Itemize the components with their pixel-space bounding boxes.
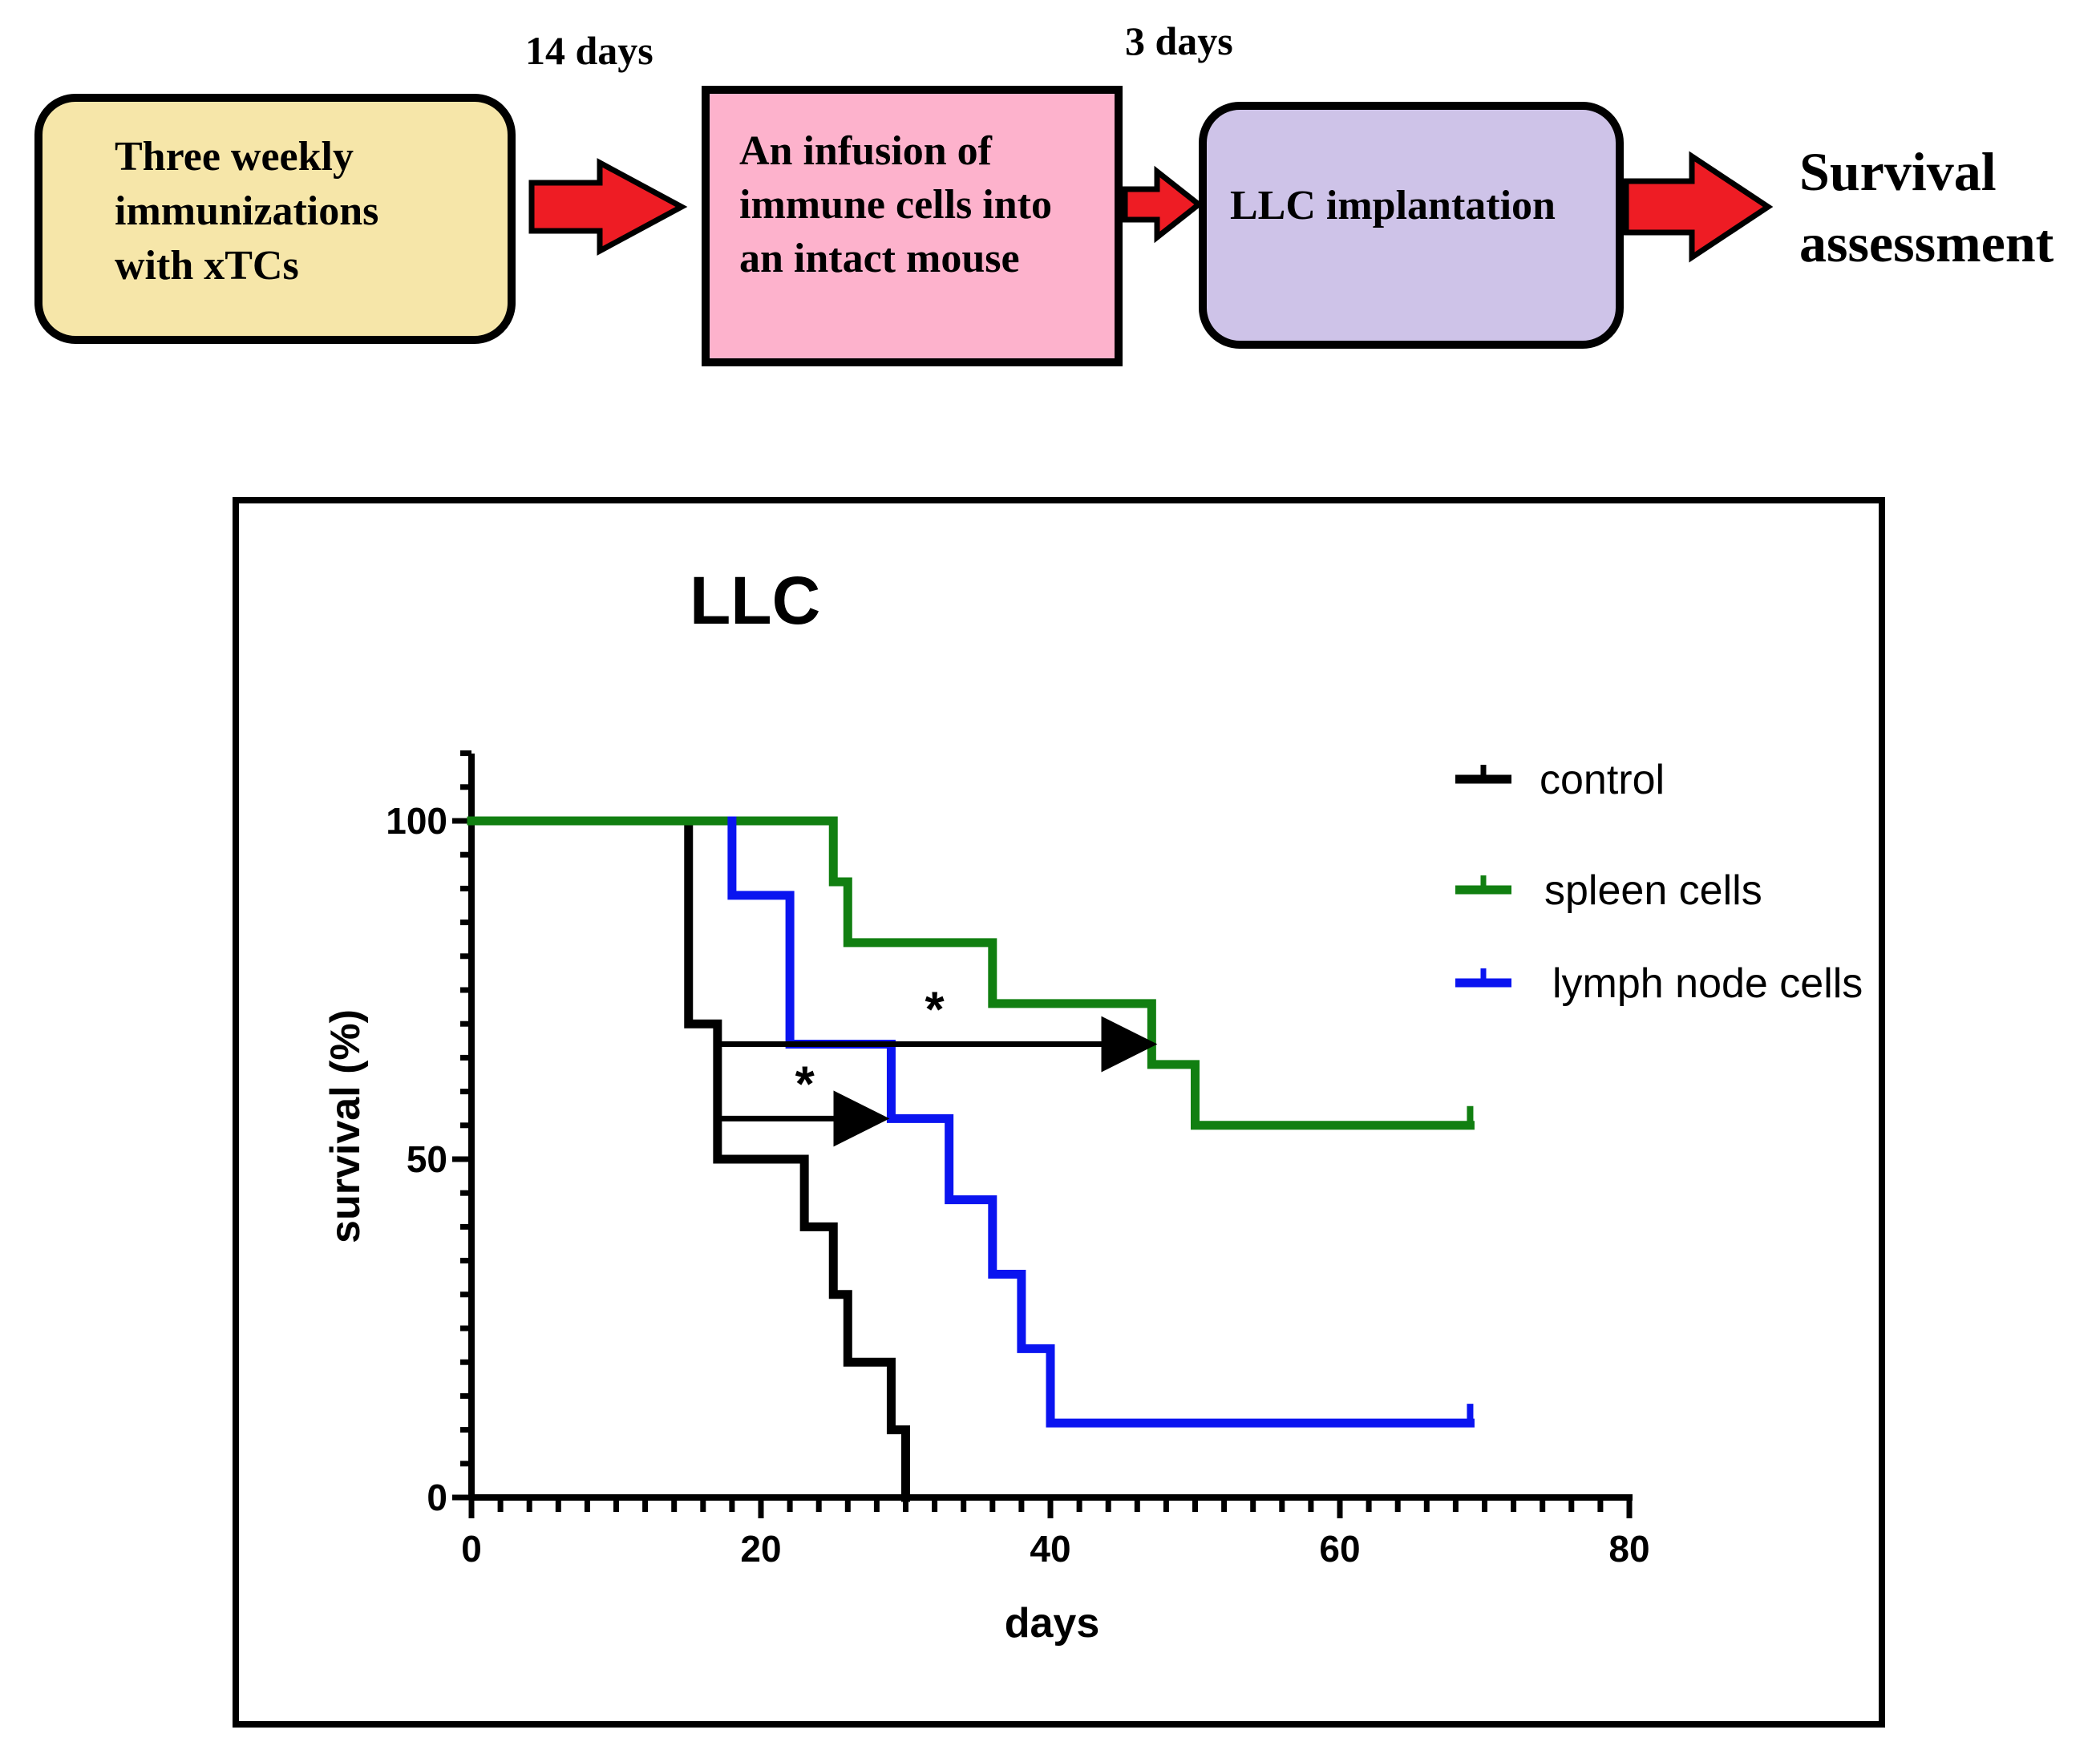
survival-curves (467, 816, 1475, 1502)
curve-lymph-node-cells (727, 816, 1475, 1428)
flow-step-infusion-line-1: An infusion of (739, 128, 993, 174)
flow-step-immunization-box (34, 94, 516, 344)
chart-title: LLC (690, 563, 820, 638)
y-tick-label: 50 (407, 1138, 447, 1180)
flow-arrow-3 (1623, 151, 1774, 263)
significance-annotations: ** (717, 983, 1158, 1147)
x-tick-label: 60 (1319, 1528, 1360, 1570)
curve-control (467, 816, 910, 1502)
flow-step-infusion-box (702, 86, 1123, 366)
flow-step-immunization-line-3: with xTCs (115, 243, 299, 289)
x-tick-label: 40 (1030, 1528, 1070, 1570)
outcome-line-2: assessment (1799, 212, 2054, 273)
flow-arrow-1 (528, 158, 688, 256)
flow-diagram: Three weekly immunizations with xTCs 14 … (34, 18, 2054, 366)
svg-text:Three weekly immunizatio: Three weekly immunizations with xTCs (115, 134, 389, 289)
svg-text:Survival assessment: Survival assessment (1799, 141, 2054, 273)
y-axis-label: survival (%) (322, 1009, 369, 1243)
svg-text:An infusion of immune ce: An infusion of immune cells into an inta… (739, 128, 1062, 281)
x-tick-label: 20 (740, 1528, 781, 1570)
interval-label-3-days: 3 days (1125, 18, 1233, 63)
legend-label-control: control (1540, 757, 1665, 803)
y-tick-label: 100 (386, 800, 447, 842)
axes: 0 50 100 0 20 40 60 80 (386, 750, 1650, 1570)
legend-label-spleen-cells: spleen cells (1544, 867, 1762, 914)
chart-frame (233, 497, 1885, 1728)
flow-step-infusion-line-2: immune cells into (739, 182, 1052, 228)
legend-label-lymph-node-cells: lymph node cells (1552, 960, 1863, 1007)
significance-star: * (925, 983, 945, 1038)
significance-star: * (795, 1057, 815, 1112)
interval-label-14-days: 14 days (525, 28, 653, 73)
x-tick-label: 80 (1608, 1528, 1649, 1570)
flow-arrow-2 (1122, 165, 1204, 244)
flow-step-implantation-box (1199, 102, 1624, 349)
outcome-line-1: Survival (1799, 141, 1997, 202)
x-tick-label: 0 (461, 1528, 482, 1570)
flow-step-immunization-line-1: Three weekly (115, 134, 354, 180)
y-tick-label: 0 (427, 1477, 447, 1518)
flow-step-infusion-line-3: an intact mouse (739, 236, 1020, 281)
flow-step-implantation-line-1: LLC implantation (1230, 183, 1556, 228)
flow-step-immunization-line-2: immunizations (115, 188, 378, 234)
x-axis-label: days (1005, 1600, 1100, 1647)
curve-spleen-cells (467, 816, 1475, 1130)
legend: control spleen cells lymph node cells (1455, 757, 1863, 1007)
